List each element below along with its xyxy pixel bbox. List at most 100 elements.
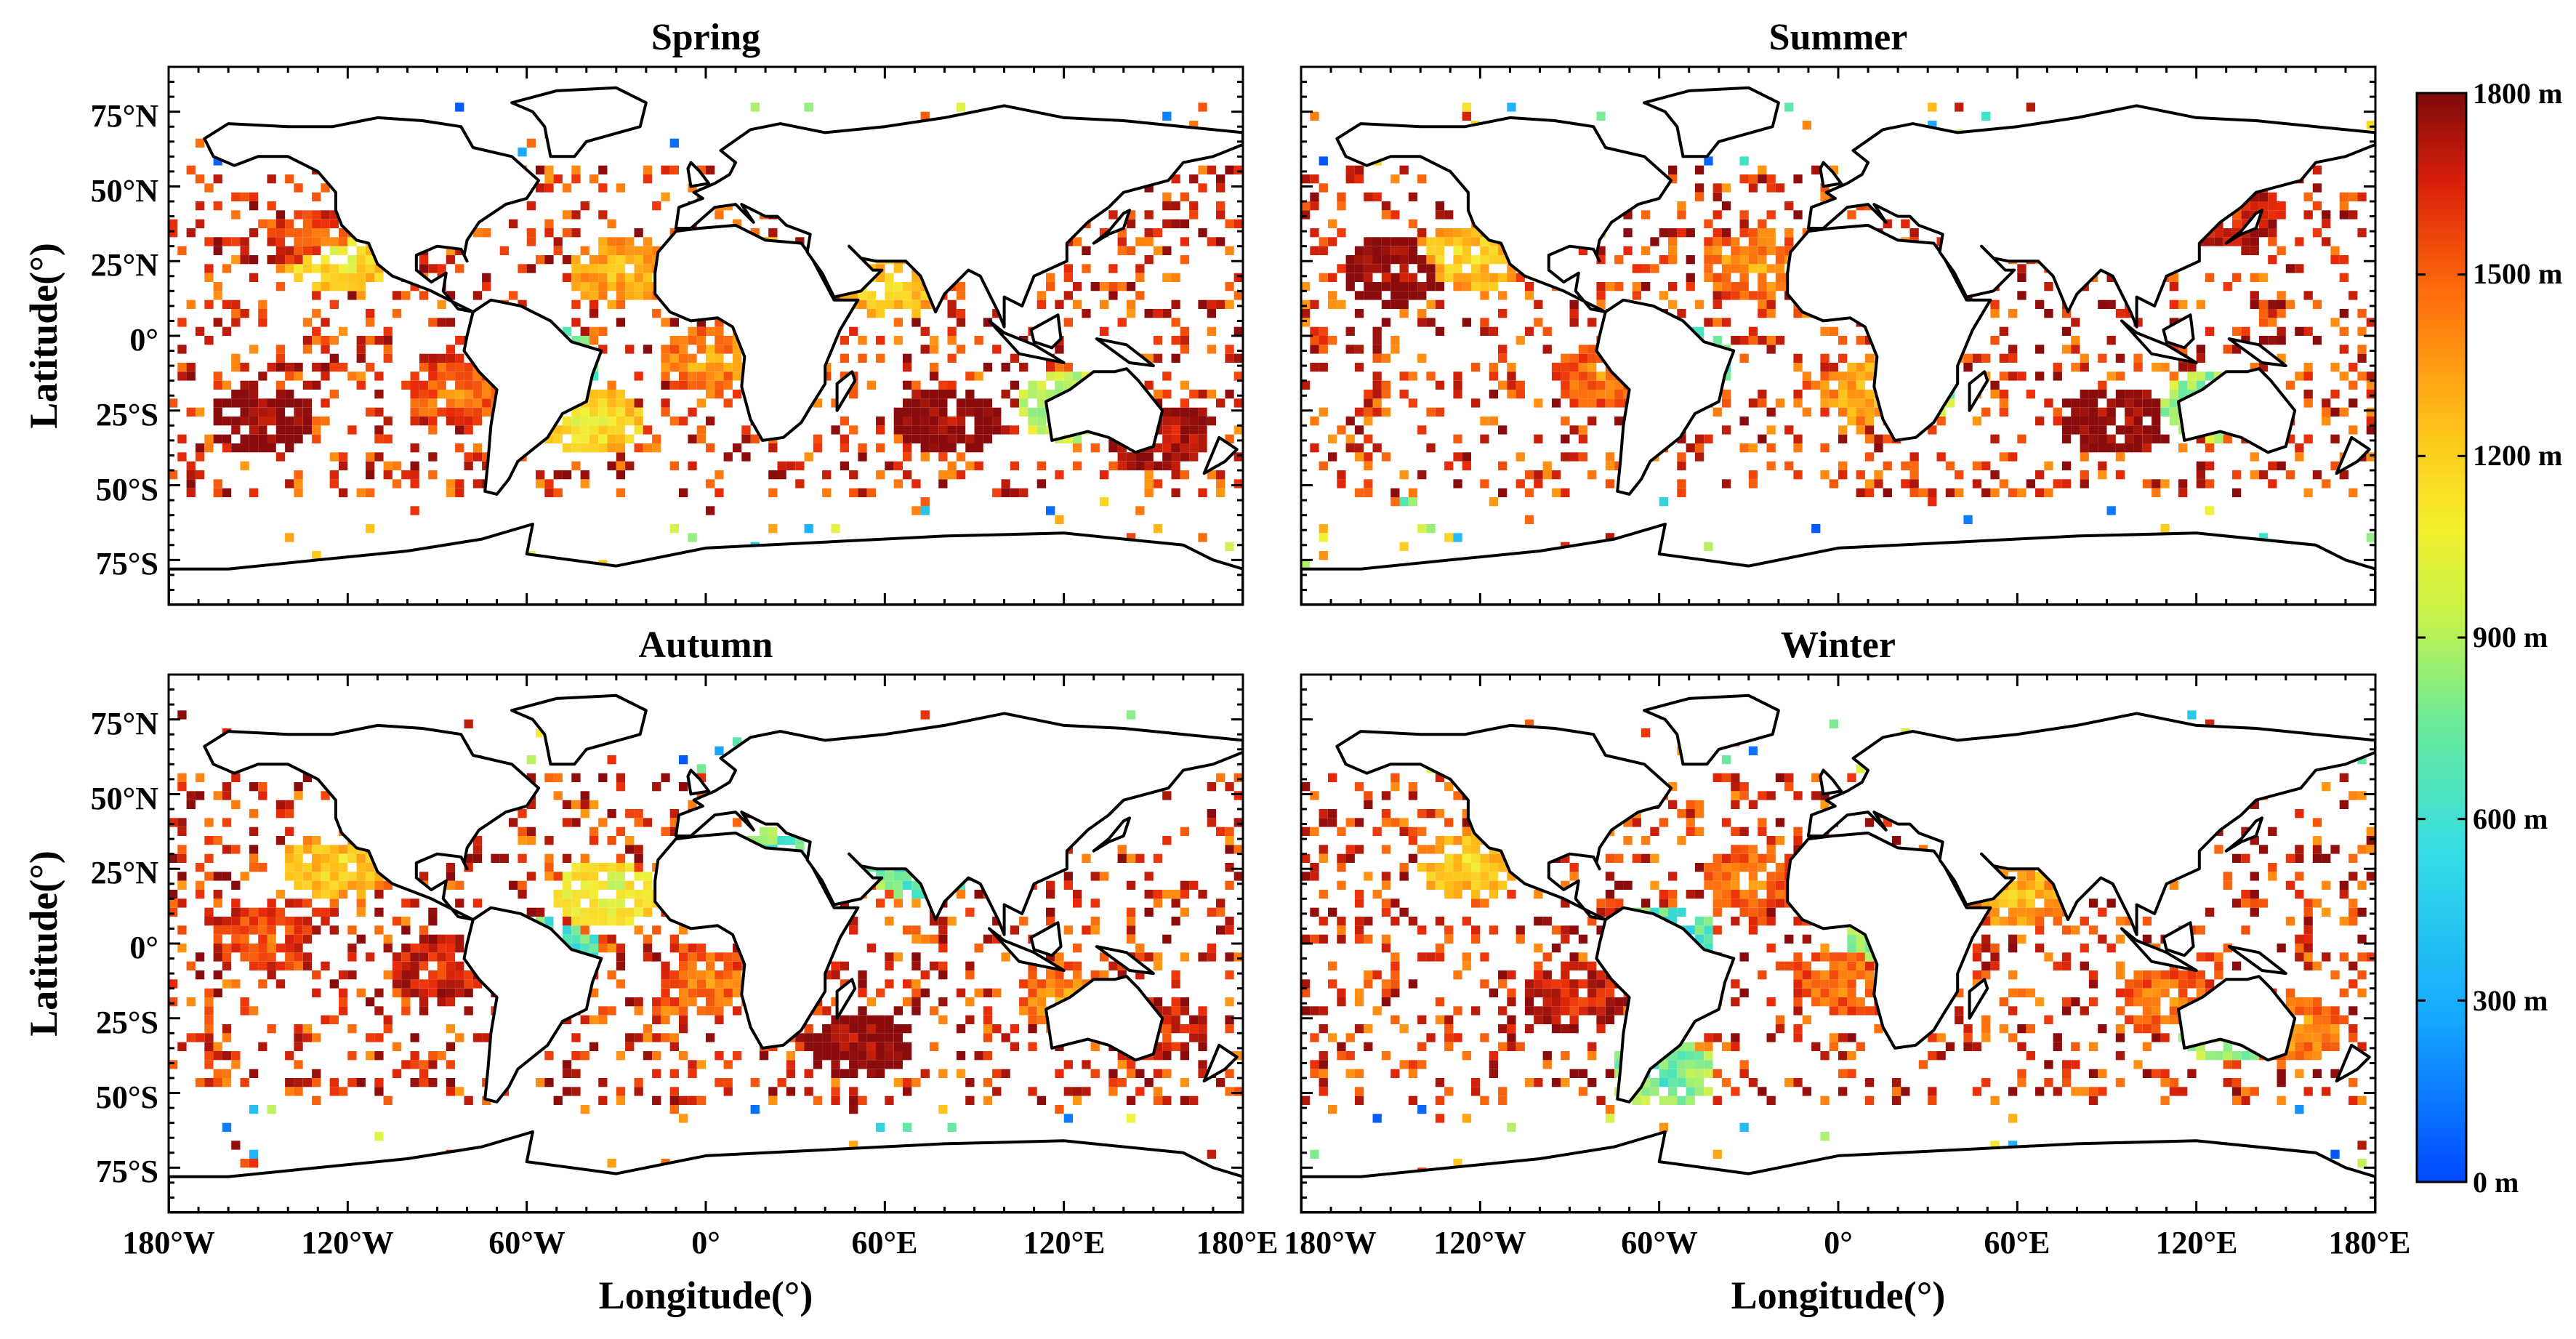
data-cell <box>2008 353 2018 363</box>
data-cell <box>580 282 589 291</box>
data-cell <box>1793 363 1803 372</box>
data-cell <box>1758 291 1767 300</box>
data-cell <box>267 961 276 970</box>
data-cell <box>321 336 330 345</box>
data-cell <box>1605 380 1615 390</box>
data-cell <box>616 417 626 426</box>
data-cell <box>2125 425 2134 435</box>
data-cell <box>589 898 599 908</box>
data-cell <box>428 407 438 417</box>
data-cell <box>231 880 241 890</box>
coastline <box>2120 319 2198 364</box>
data-cell <box>938 917 948 926</box>
data-cell <box>1712 299 1722 309</box>
data-cell <box>1372 345 1382 354</box>
data-cell <box>240 934 249 944</box>
data-cell <box>294 210 303 220</box>
data-cell <box>1090 970 1100 980</box>
data-cell <box>1055 299 1064 309</box>
data-cell <box>1426 318 1436 327</box>
data-cell <box>231 934 241 944</box>
data-cell <box>1364 390 1373 399</box>
data-cell <box>616 898 626 908</box>
data-cell <box>1453 228 1462 238</box>
data-cell <box>366 952 375 962</box>
data-cell <box>1426 524 1436 534</box>
data-cell <box>1354 407 1364 417</box>
data-cell <box>356 853 366 863</box>
data-cell <box>688 407 697 417</box>
data-cell <box>1561 390 1570 399</box>
data-cell <box>598 907 608 917</box>
data-cell <box>267 363 276 372</box>
data-cell <box>249 863 259 872</box>
data-cell <box>2152 425 2161 435</box>
data-cell <box>464 1095 473 1105</box>
data-cell <box>679 988 688 997</box>
data-cell <box>2088 443 2098 453</box>
data-cell <box>1010 425 1020 435</box>
data-cell <box>1099 282 1109 291</box>
data-cell <box>1198 417 1207 426</box>
data-cell <box>1864 363 1875 372</box>
data-cell <box>321 318 330 327</box>
data-cell <box>1587 398 1597 408</box>
data-cell <box>186 228 196 238</box>
data-cell <box>866 997 876 1007</box>
data-cell <box>258 925 267 935</box>
data-cell <box>1820 470 1830 480</box>
data-cell <box>715 997 724 1007</box>
data-cell <box>231 309 241 318</box>
data-cell <box>518 148 527 157</box>
data-cell <box>1001 952 1010 962</box>
data-cell <box>1055 979 1064 989</box>
data-cell <box>1001 390 1010 399</box>
data-cell <box>2277 461 2286 470</box>
data-cell <box>1171 461 1180 470</box>
data-cell <box>903 1042 912 1051</box>
data-cell <box>1180 880 1190 890</box>
data-cell <box>249 952 259 962</box>
data-cell <box>571 174 581 184</box>
data-cell <box>911 1078 921 1087</box>
data-cell <box>321 255 330 265</box>
data-cell <box>1417 264 1427 273</box>
data-cell <box>1144 872 1154 881</box>
data-cell <box>428 944 438 953</box>
data-cell <box>2133 363 2143 372</box>
data-cell <box>876 425 885 435</box>
data-cell <box>1345 443 1355 453</box>
data-cell <box>589 309 599 318</box>
data-cell <box>607 934 616 944</box>
data-cell <box>2142 390 2152 399</box>
data-cell <box>643 944 653 953</box>
data-cell <box>1793 470 1803 480</box>
data-cell <box>1802 407 1811 417</box>
data-cell <box>356 863 366 872</box>
data-cell <box>1712 192 1722 201</box>
data-cell <box>339 970 348 980</box>
data-cell <box>885 880 894 890</box>
data-cell <box>195 452 205 462</box>
data-cell <box>446 479 456 488</box>
data-cell <box>401 1060 411 1069</box>
data-cell <box>1605 479 1615 488</box>
data-cell <box>374 1033 384 1042</box>
data-cell <box>329 1087 339 1096</box>
data-cell <box>2205 273 2215 282</box>
data-cell <box>1587 318 1597 327</box>
data-cell <box>383 461 393 470</box>
data-cell <box>321 398 330 408</box>
data-cell <box>275 407 286 417</box>
data-cell <box>177 434 187 443</box>
data-cell <box>571 461 581 470</box>
data-cell <box>249 390 259 399</box>
data-cell <box>1082 1087 1091 1096</box>
data-cell <box>849 390 858 399</box>
data-cell <box>831 425 840 435</box>
data-cell <box>401 961 411 970</box>
data-cell <box>885 917 894 926</box>
coastline <box>169 523 1243 605</box>
data-cell <box>580 890 589 899</box>
data-cell <box>661 363 670 372</box>
